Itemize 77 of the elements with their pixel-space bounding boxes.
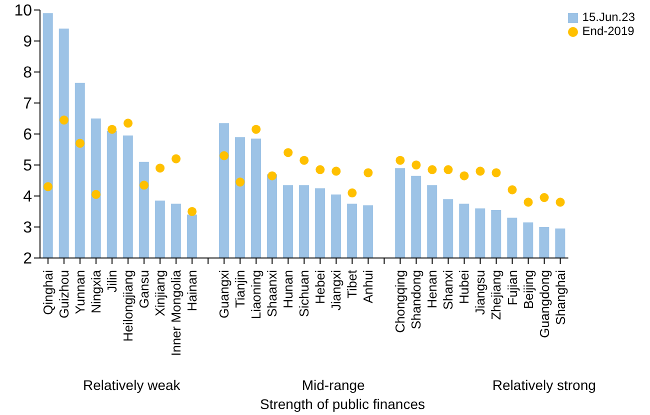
x-tick-label: Zhejiang (488, 270, 504, 320)
point (396, 156, 405, 165)
y-tick-label: 7 (23, 96, 32, 113)
x-tick-label: Xinjiang (152, 270, 168, 316)
point (524, 198, 533, 207)
text: Relatively strong (491, 377, 597, 393)
x-tick-label: Yunnan (72, 270, 88, 314)
y-tick-label: 8 (23, 64, 32, 82)
y-tick-label: 5 (23, 158, 32, 175)
x-tick-label: Henan (424, 270, 440, 308)
x-tick-label: Hebei (312, 270, 328, 304)
x-tick-label: Liaoning (248, 270, 264, 320)
x-tick-label: Ningxia (88, 269, 104, 314)
point (556, 198, 565, 207)
x-tick-label: Gansu (136, 270, 152, 308)
y-tick-label: 6 (23, 126, 32, 144)
y-tick-label: 10 (14, 2, 32, 20)
x-tick-label: Fujian (504, 270, 520, 306)
point (268, 171, 277, 180)
x-tick-label: Chongqing (392, 270, 408, 333)
x-tick-label: Jiangxi (328, 270, 344, 310)
y-tick-label: 2 (23, 250, 32, 268)
point (492, 168, 501, 178)
point (540, 193, 549, 202)
point (444, 165, 453, 174)
text: Relatively weak (82, 377, 182, 393)
point (348, 188, 357, 198)
point (124, 118, 133, 128)
text: Mid-range (300, 377, 366, 393)
point (332, 166, 341, 176)
x-tick-label: Jiangsu (472, 270, 488, 315)
x-tick-label: Guizhou (56, 270, 72, 318)
point (108, 124, 117, 134)
point (284, 148, 293, 158)
point (508, 185, 517, 194)
x-tick-label: Guangxi (216, 270, 232, 318)
point (76, 138, 85, 148)
x-tick-label: Qinghai (40, 270, 56, 315)
x-tick-label: Hubei (456, 270, 472, 304)
x-tick-label: Sichuan (296, 270, 312, 317)
point (364, 168, 373, 178)
x-tick-label: Shanxi (440, 270, 456, 310)
x-tick-label: Shaanxi (264, 270, 280, 317)
point (156, 164, 165, 173)
y-tick-label: 3 (23, 220, 32, 237)
y-tick-label: 4 (23, 188, 32, 206)
point (43, 182, 53, 192)
point (140, 180, 149, 190)
x-tick-label: Tibet (344, 270, 360, 298)
x-tick-label: Hunan (280, 270, 296, 308)
point (412, 160, 421, 170)
point (460, 171, 469, 180)
point (220, 151, 229, 160)
point (236, 178, 245, 187)
x-tick-label: Anhui (360, 270, 376, 304)
x-tick-label: Beijing (520, 270, 536, 310)
x-tick-label: Tianjin (232, 270, 248, 308)
legend-label: End-2019 (582, 24, 634, 38)
x-axis-title: Strength of public finances (259, 396, 426, 412)
legend-label: 15.Jun.23 (582, 10, 635, 24)
point (300, 156, 309, 165)
x-tick-label: Heilongjiang (120, 270, 136, 342)
point (60, 116, 69, 125)
x-tick-label: Guangdong (536, 270, 552, 338)
point (172, 154, 181, 164)
x-tick-label: Hainan (184, 270, 200, 312)
x-tick-label: Shanghai (552, 270, 568, 325)
point (428, 165, 437, 174)
point (252, 124, 261, 134)
point (92, 190, 101, 199)
point (188, 206, 197, 216)
x-tick-label: Inner Mongolia (168, 269, 184, 356)
x-tick-label: Shandong (408, 270, 424, 330)
x-tick-label: Jilin (104, 270, 120, 292)
point (316, 165, 325, 174)
point (476, 166, 485, 176)
y-tick-label: 9 (23, 34, 32, 51)
